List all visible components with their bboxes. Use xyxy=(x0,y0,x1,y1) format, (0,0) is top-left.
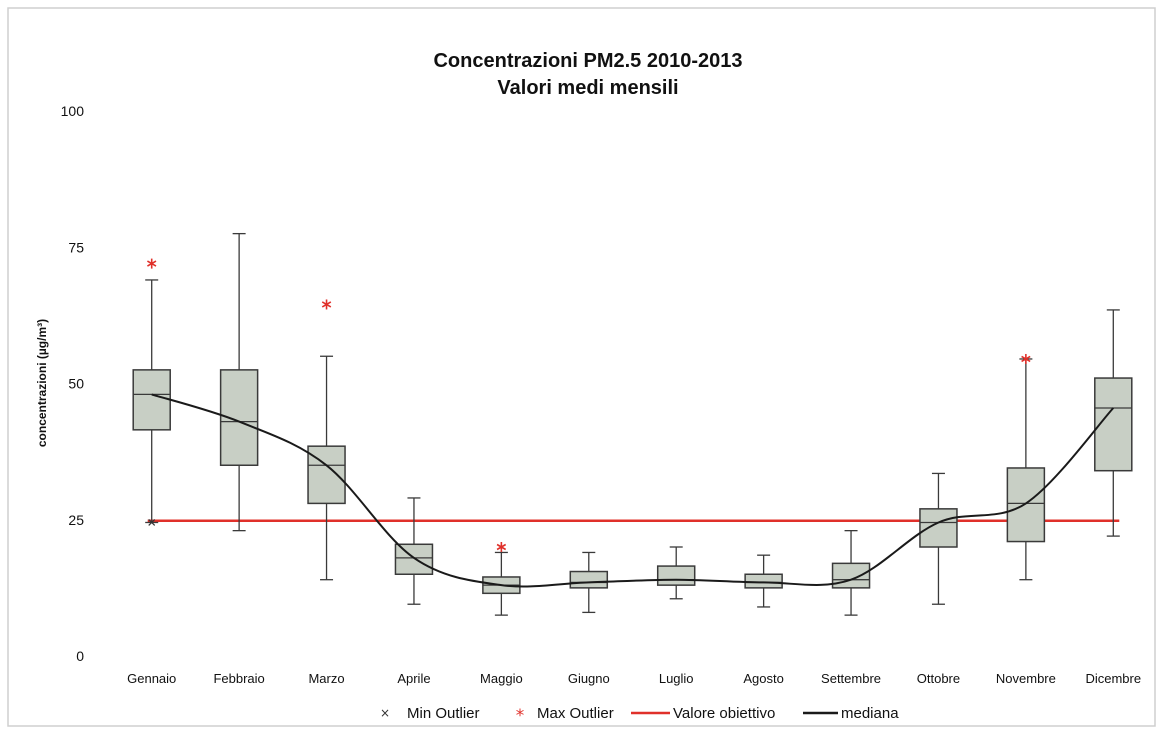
box-iqr xyxy=(831,562,871,589)
x-tick-label-aprile: Aprile xyxy=(397,671,430,686)
x-tick-label-novembre: Novembre xyxy=(996,671,1056,686)
max-outlier-marker xyxy=(147,258,157,269)
max-outlier-stroke xyxy=(496,543,507,551)
chart-frame xyxy=(7,7,1156,727)
legend-max-outlier-marker: * xyxy=(516,706,525,726)
x-tick-label-febbraio: Febbraio xyxy=(213,671,264,686)
y-tick-label: 50 xyxy=(68,376,84,392)
max-outlier-marker xyxy=(321,299,332,310)
x-tick-label-agosto: Agosto xyxy=(743,671,783,686)
box-iqr xyxy=(1006,467,1046,543)
outlier-layer xyxy=(147,258,1031,552)
min-outlier-stroke xyxy=(148,519,156,526)
chart-subtitle: Valori medi mensili xyxy=(497,77,678,99)
box-dicembre xyxy=(1094,309,1133,537)
median-curve xyxy=(151,393,1115,588)
box-ottobre xyxy=(919,472,958,605)
max-outlier-stroke xyxy=(147,260,157,267)
y-tick-label: 25 xyxy=(68,512,84,528)
box-aprile xyxy=(394,497,434,605)
legend-min-outlier-label: Min Outlier xyxy=(407,705,480,722)
box-layer xyxy=(132,232,1133,616)
x-tick-label-gennaio: Gennaio xyxy=(127,671,176,686)
x-tick-label-marzo: Marzo xyxy=(308,671,344,686)
y-tick-label: 0 xyxy=(76,648,84,664)
box-iqr xyxy=(744,573,783,589)
box-gennaio xyxy=(132,279,171,524)
x-tick-label-dicembre: Dicembre xyxy=(1085,671,1141,686)
x-tick-label-settembre: Settembre xyxy=(821,671,881,686)
box-novembre xyxy=(1006,358,1046,581)
chart-title: Concentrazioni PM2.5 2010-2013 xyxy=(433,50,742,72)
box-iqr xyxy=(656,565,696,586)
box-iqr xyxy=(219,369,259,466)
max-outlier-marker xyxy=(1021,353,1031,364)
y-axis-ticks: 0 25 50 75 100 xyxy=(61,103,85,664)
box-iqr xyxy=(1094,377,1133,472)
max-outlier-stroke xyxy=(1021,355,1031,363)
median-curve-layer xyxy=(151,393,1115,588)
box-agosto xyxy=(744,554,783,608)
legend-min-outlier-marker: × xyxy=(380,706,390,720)
box-iqr xyxy=(132,369,171,431)
x-tick-label-giugno: Giugno xyxy=(568,671,610,686)
x-tick-label-luglio: Luglio xyxy=(659,671,694,686)
legend-max-outlier-label: Max Outlier xyxy=(537,705,614,722)
box-iqr xyxy=(307,445,346,505)
max-outlier-stroke xyxy=(321,301,332,308)
x-tick-label-maggio: Maggio xyxy=(480,671,523,686)
legend-target-label: Valore obiettivo xyxy=(673,705,775,722)
y-tick-label: 75 xyxy=(68,239,84,255)
box-luglio xyxy=(656,546,696,600)
x-tick-label-ottobre: Ottobre xyxy=(917,671,960,686)
box-febbraio xyxy=(219,232,259,532)
min-outlier-marker xyxy=(148,519,156,526)
legend: × Min Outlier * Max Outlier Valore obiet… xyxy=(380,705,899,726)
box-iqr xyxy=(394,543,434,576)
x-axis-ticks: Gennaio Febbraio Marzo Aprile Maggio Giugno Lu… xyxy=(127,671,1141,686)
box-marzo xyxy=(307,355,346,581)
box-iqr xyxy=(569,570,609,589)
max-outlier-marker xyxy=(496,542,507,552)
y-axis-label: concentrazioni (µg/m³) xyxy=(35,319,49,447)
legend-median-label: mediana xyxy=(841,705,899,722)
box-iqr xyxy=(919,508,958,548)
y-tick-label: 100 xyxy=(61,103,85,119)
